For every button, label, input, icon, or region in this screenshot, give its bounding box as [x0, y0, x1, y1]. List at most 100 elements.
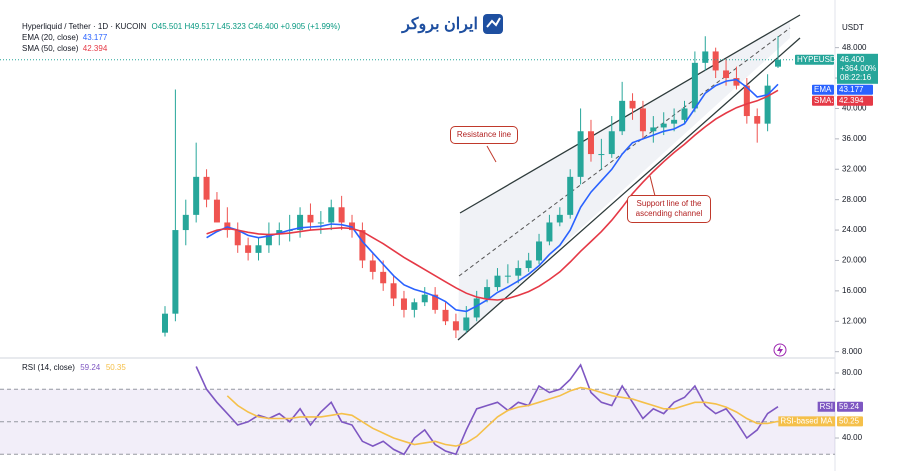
channel-fill — [458, 20, 790, 340]
candle-body — [494, 275, 501, 288]
candle-body — [182, 214, 189, 231]
price-tag-symbol-box — [795, 54, 834, 65]
watermark: ایران بروکر — [401, 16, 478, 34]
series-tag-box — [812, 95, 834, 106]
price-tag-countdown: 08:22:16 — [840, 73, 872, 82]
candle-body — [639, 108, 646, 132]
header-value: 59.24 — [80, 363, 101, 372]
candle-body — [234, 230, 241, 246]
candle-body — [650, 127, 657, 132]
candle-body — [193, 176, 200, 215]
series-tag: RSI-based MA — [780, 416, 833, 425]
candle-body — [598, 154, 605, 156]
candle-body — [619, 100, 626, 132]
legend-label: SMA (50, close) — [22, 44, 79, 53]
candle-body — [400, 298, 407, 310]
chart-title: RSI (14, close) — [22, 363, 75, 372]
candle-body — [162, 313, 168, 333]
candle-body — [297, 214, 304, 231]
series-tag: SMA:MA — [814, 96, 846, 105]
y-tick-label: 28.000 — [842, 195, 867, 204]
legend-value: 42.394 — [83, 44, 108, 53]
candle-body — [390, 283, 397, 299]
support-line — [457, 37, 801, 341]
candle-body — [421, 294, 428, 303]
y-tick-label: 16.000 — [842, 286, 867, 295]
candle-body — [608, 131, 615, 155]
series-tag-box — [812, 84, 834, 95]
candle-body — [536, 241, 543, 261]
price-tag-price: 46.400 — [840, 55, 865, 64]
candle-body — [712, 51, 719, 71]
candle-body — [432, 294, 439, 310]
y-tick-label: 80.00 — [842, 368, 863, 377]
y-tick-label: 40.000 — [842, 104, 867, 113]
axis-unit: USDT — [842, 23, 864, 32]
series-line — [226, 386, 779, 447]
candle-body — [203, 176, 210, 200]
candle-body — [317, 222, 324, 224]
candle-body — [723, 70, 730, 79]
alert-icon — [777, 345, 783, 355]
y-tick-label: 32.000 — [842, 164, 867, 173]
candle-body — [380, 271, 387, 284]
chart-subtitle: O45.501 H49.517 L45.323 C46.400 +0.905 (… — [152, 22, 341, 31]
series-tag-box — [817, 401, 835, 412]
candle-body — [307, 214, 314, 223]
candle-body — [764, 85, 771, 124]
candle-body — [504, 275, 511, 277]
price-tag-box — [837, 53, 878, 84]
candle-body — [577, 131, 584, 177]
candle-body — [442, 309, 449, 322]
series-tag-value: 42.394 — [839, 96, 864, 105]
legend-value: 43.177 — [83, 33, 108, 42]
candle-body — [525, 260, 532, 269]
candle-body — [702, 51, 709, 63]
series-tag: RSI — [820, 402, 833, 411]
header-value: 50.35 — [106, 363, 127, 372]
price-tag-symbol: HYPEUSDT — [797, 55, 841, 64]
candle-body — [276, 230, 283, 234]
series-tag-value-box — [837, 401, 863, 412]
series-tag-value: 43.177 — [839, 85, 864, 94]
logo — [483, 14, 503, 34]
candle-body — [567, 176, 574, 215]
series-tag-value-box — [837, 95, 873, 106]
candle-body — [411, 302, 418, 310]
candle-body — [671, 119, 678, 124]
candle-body — [484, 287, 491, 299]
series-tag-value: 50.25 — [839, 416, 860, 425]
series-tag-box — [778, 416, 835, 427]
candle-body — [338, 207, 345, 223]
candle-body — [328, 207, 335, 223]
candle-body — [463, 317, 470, 331]
alert-icon — [773, 343, 787, 357]
series-tag-value-box — [837, 84, 873, 95]
y-tick-label: 36.000 — [842, 134, 867, 143]
annotation: Resistance line — [450, 126, 518, 144]
candle-body — [743, 85, 750, 117]
series-tag-value: 59.24 — [839, 402, 860, 411]
candle-body — [681, 108, 688, 120]
annotation: Support line of the ascending channel — [627, 195, 711, 223]
callout-pointer — [649, 175, 656, 197]
candle-body — [369, 260, 376, 272]
candle-body — [733, 78, 740, 86]
series-tag: EMA — [814, 85, 832, 94]
candle-body — [255, 245, 262, 253]
price-tag-change: +364.00% — [840, 64, 876, 73]
y-tick-label: 40.00 — [842, 433, 863, 442]
y-tick-label: 8.000 — [842, 347, 863, 356]
candle-body — [245, 245, 252, 253]
candle-body — [359, 230, 366, 261]
y-tick-label: 12.000 — [842, 316, 867, 325]
y-tick-label: 48.000 — [842, 43, 867, 52]
candle-body — [754, 116, 761, 124]
candle-body — [556, 214, 563, 223]
candle-body — [587, 131, 594, 155]
series-line — [206, 78, 779, 313]
candle-body — [515, 268, 522, 276]
callout-pointer — [486, 145, 497, 163]
candle-body — [629, 100, 636, 109]
